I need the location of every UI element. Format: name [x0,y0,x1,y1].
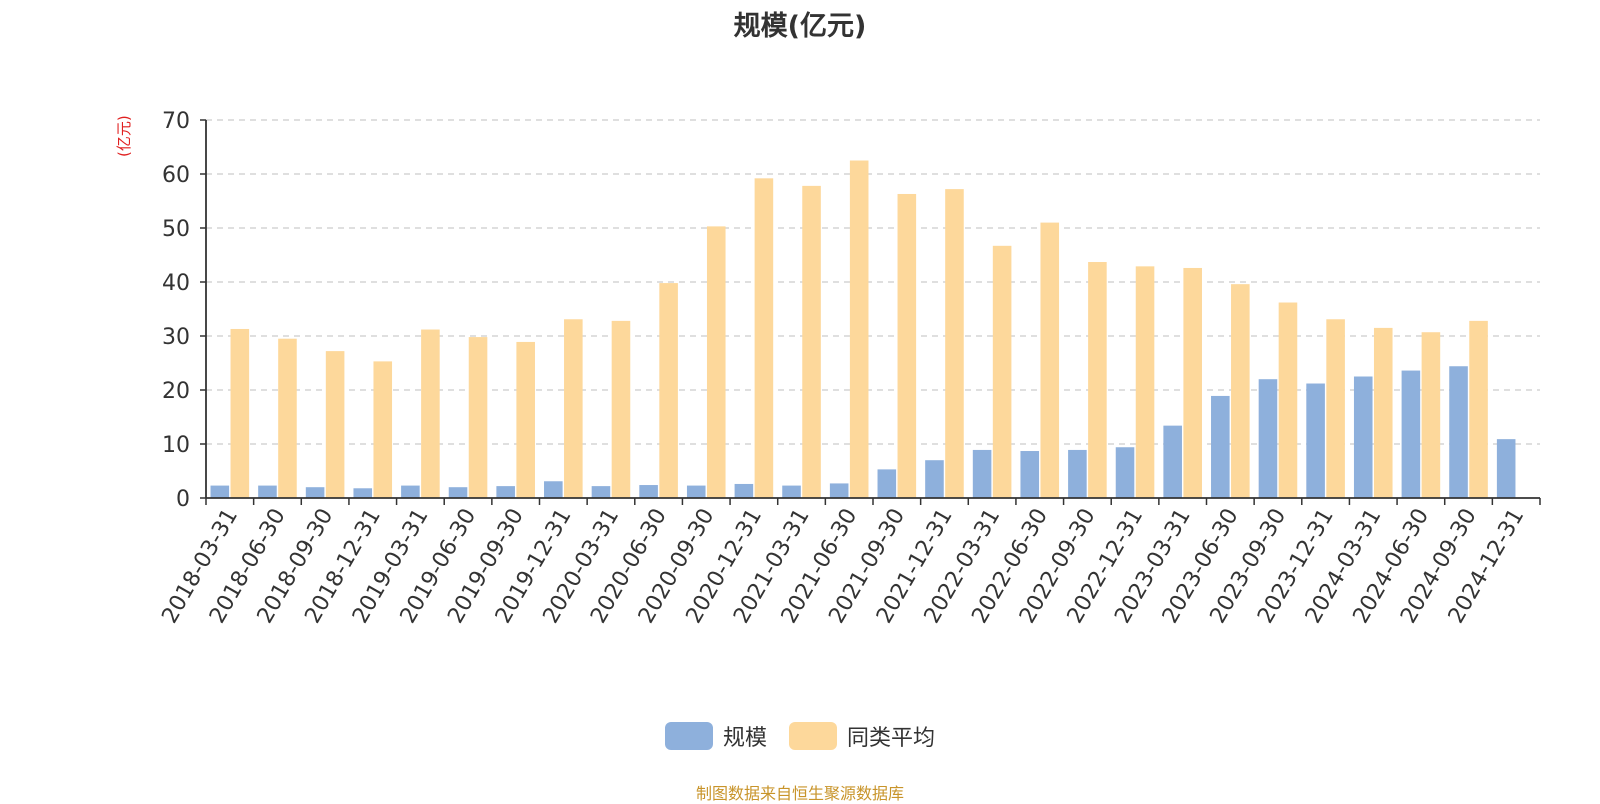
bar-scale[interactable] [972,449,992,498]
bar-peer-average[interactable] [611,320,631,498]
bar-scale[interactable] [1211,395,1230,498]
y-tick-label: 30 [162,325,190,350]
bar-peer-average[interactable] [754,178,774,498]
bar-peer-average[interactable] [802,185,821,498]
bar-scale[interactable] [210,485,230,498]
bar-scale[interactable] [1353,376,1373,499]
bar-scale[interactable] [258,485,277,498]
legend-label-scale: 规模 [722,726,767,751]
bar-scale[interactable] [448,487,468,498]
x-tick-labels: 2018-03-312018-06-302018-09-302018-12-31… [157,505,1529,628]
bar-peer-average[interactable] [1326,319,1345,498]
legend-label-peer-average: 同类平均 [847,726,936,751]
bar-scale[interactable] [1258,379,1278,498]
bar-scale[interactable] [734,483,754,498]
bar-scale[interactable] [639,485,658,498]
bar-scale[interactable] [353,488,373,498]
y-tick-label: 10 [162,433,190,458]
bar-peer-average[interactable] [1135,266,1155,498]
bar-scale[interactable] [1401,370,1421,498]
legend: 规模 同类平均 [0,720,1600,752]
bar-scale[interactable] [686,485,706,498]
bar-peer-average[interactable] [1231,284,1250,498]
bar-peer-average[interactable] [897,193,917,499]
bar-scale[interactable] [1068,449,1087,498]
bar-scale[interactable] [591,486,611,498]
bar-scale[interactable] [925,460,944,498]
bar-scale[interactable] [1306,383,1325,498]
bar-peer-average[interactable] [564,319,583,498]
bar-scale[interactable] [544,481,563,498]
bar-peer-average[interactable] [1040,222,1060,498]
chart-title: 规模(亿元) [733,11,867,42]
bar-scale[interactable] [1020,451,1040,498]
y-tick-label: 0 [176,487,190,512]
bar-peer-average[interactable] [421,329,440,498]
bar-scale[interactable] [1496,439,1516,498]
y-tick-label: 50 [162,217,190,242]
bar-peer-average[interactable] [849,160,869,499]
bar-scale[interactable] [305,487,325,498]
bar-peer-average[interactable] [1373,327,1393,498]
bar-scale[interactable] [401,485,420,498]
bar-scale[interactable] [496,486,515,498]
y-tick-label: 20 [162,379,190,404]
bar-peer-average[interactable] [516,341,535,498]
bar-peer-average[interactable] [1183,267,1202,498]
y-tick-label: 70 [162,109,190,134]
legend-item-scale[interactable]: 规模 [664,720,767,752]
bars [210,160,1516,499]
axes [200,119,1541,505]
bar-peer-average[interactable] [945,189,964,498]
bar-scale[interactable] [1449,366,1468,498]
bar-peer-average[interactable] [1469,320,1488,498]
bar-peer-average[interactable] [468,337,488,498]
bar-peer-average[interactable] [1421,332,1441,498]
bar-peer-average[interactable] [706,226,726,498]
bar-peer-average[interactable] [992,245,1012,498]
legend-item-peer-average[interactable]: 同类平均 [789,720,935,752]
bar-peer-average[interactable] [373,361,393,498]
legend-swatch-scale [664,722,713,750]
legend-swatch-peer-average [789,722,837,750]
y-tick-labels: 0 10 20 30 40 50 60 70 [162,109,190,512]
bar-peer-average[interactable] [230,328,250,498]
bar-peer-average[interactable] [278,338,297,498]
y-tick-label: 40 [162,271,190,296]
data-source-note: 制图数据来自恒生聚源数据库 [695,784,904,803]
bar-peer-average[interactable] [1278,302,1298,498]
bar-scale[interactable] [829,483,849,498]
bar-scale[interactable] [877,469,897,498]
bar-peer-average[interactable] [325,351,345,498]
bar-scale[interactable] [1115,447,1135,498]
y-tick-label: 60 [162,163,190,188]
bar-peer-average[interactable] [659,283,678,498]
bar-scale[interactable] [1163,425,1182,498]
bar-scale[interactable] [782,485,801,498]
bar-peer-average[interactable] [1088,262,1107,498]
